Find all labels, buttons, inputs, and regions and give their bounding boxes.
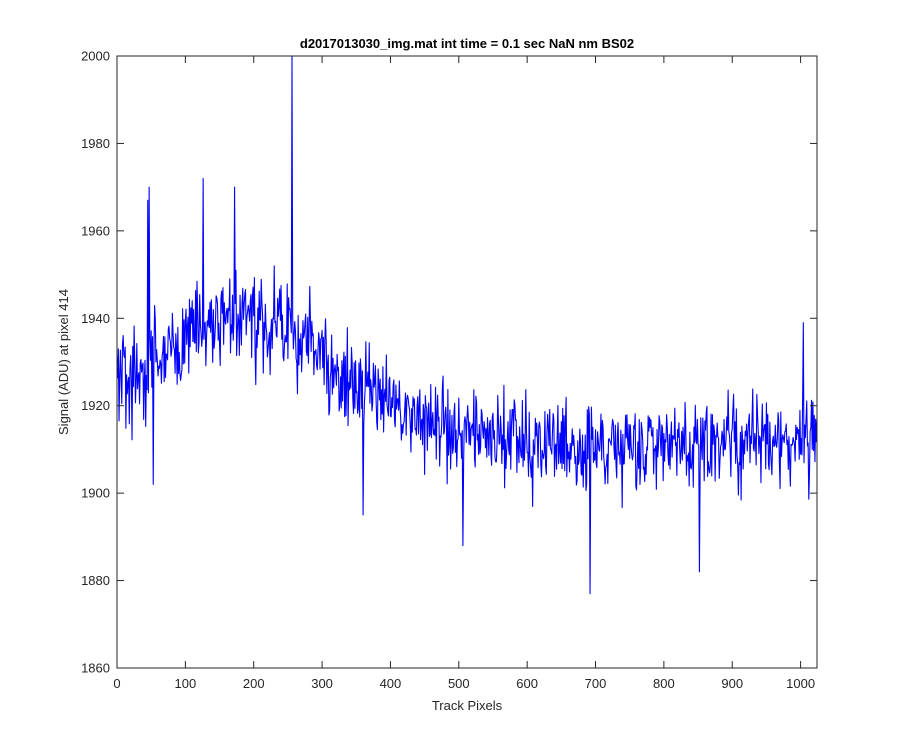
x-tick-label: 100 xyxy=(175,676,197,691)
x-tick-label: 700 xyxy=(585,676,607,691)
y-tick-label: 1900 xyxy=(81,486,110,501)
y-axis-label: Signal (ADU) at pixel 414 xyxy=(56,289,71,435)
chart-title: d2017013030_img.mat int time = 0.1 sec N… xyxy=(300,36,634,51)
y-tick-label: 1920 xyxy=(81,398,110,413)
x-tick-label: 800 xyxy=(653,676,675,691)
plot-background xyxy=(117,56,817,668)
x-axis-label: Track Pixels xyxy=(432,698,503,713)
axes-box xyxy=(116,55,818,669)
y-tick-label: 1960 xyxy=(81,223,110,238)
signal-series-line xyxy=(117,56,817,595)
x-tick-label: 1000 xyxy=(786,676,815,691)
x-tick-label: 600 xyxy=(516,676,538,691)
ticks-layer: 0 100 200 300 400 500 600 700 800 900 1000 1860 1880… xyxy=(81,49,817,691)
y-tick-label: 1940 xyxy=(81,311,110,326)
x-tick-label: 900 xyxy=(721,676,743,691)
plot-area: 0 100 200 300 400 500 600 700 800 900 1000 1860 1880… xyxy=(81,49,818,691)
y-tick-label: 1860 xyxy=(81,661,110,676)
y-tick-label: 2000 xyxy=(81,49,110,64)
y-tick-label: 1880 xyxy=(81,573,110,588)
x-tick-label: 300 xyxy=(311,676,333,691)
x-tick-label: 0 xyxy=(113,676,120,691)
series-layer xyxy=(117,56,817,595)
x-tick-label: 400 xyxy=(380,676,402,691)
x-tick-label: 200 xyxy=(243,676,265,691)
x-tick-label: 500 xyxy=(448,676,470,691)
y-tick-label: 1980 xyxy=(81,136,110,151)
